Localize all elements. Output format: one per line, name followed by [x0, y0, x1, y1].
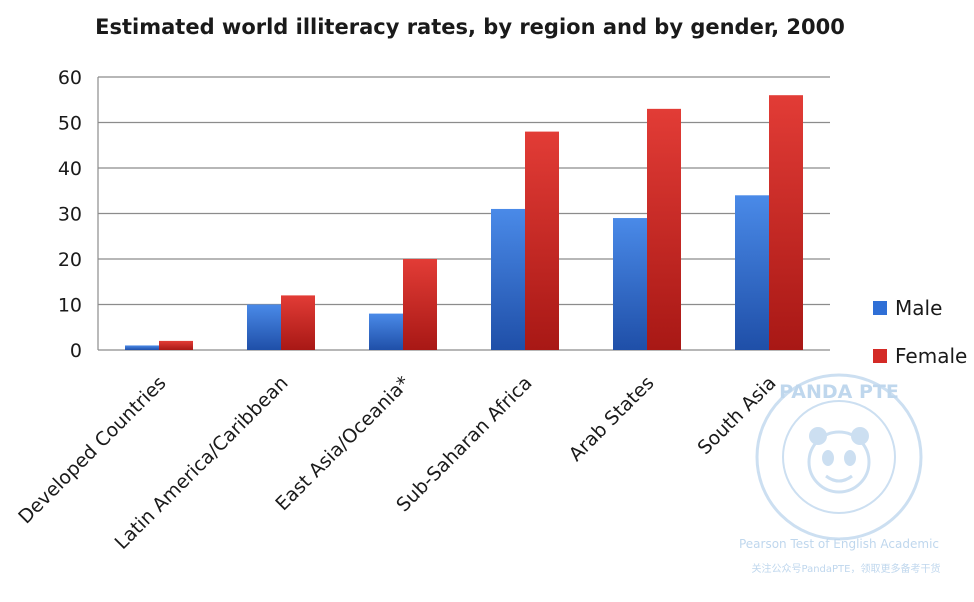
- bar-male-4: [613, 218, 647, 350]
- legend-swatch-male: [873, 301, 887, 315]
- x-tick-label: Sub-Saharan Africa: [392, 372, 536, 516]
- watermark-brand: PANDA PTE: [779, 381, 899, 403]
- legend-label-male: Male: [895, 296, 942, 320]
- bar-male-1: [247, 304, 281, 350]
- gridlines: [97, 76, 830, 351]
- bar-male-2: [369, 313, 403, 350]
- bars: [125, 95, 803, 350]
- bar-male-3: [491, 208, 525, 350]
- bar-female-0: [159, 340, 193, 350]
- bar-female-5: [769, 95, 803, 350]
- legend-swatch-female: [873, 349, 887, 363]
- bar-female-1: [281, 295, 315, 350]
- y-tick-label: 20: [58, 249, 82, 271]
- bar-female-2: [403, 259, 437, 350]
- y-axis: 0 10 20 30 40 50 60: [58, 67, 82, 362]
- chart-title: Estimated world illiteracy rates, by reg…: [95, 15, 845, 39]
- y-tick-label: 10: [58, 295, 82, 317]
- bar-female-3: [525, 131, 559, 350]
- bar-male-5: [735, 195, 769, 350]
- y-tick-label: 50: [58, 113, 82, 135]
- y-tick-label: 60: [58, 67, 82, 89]
- y-tick-label: 30: [58, 204, 82, 226]
- y-tick-label: 0: [70, 340, 82, 362]
- bar-female-4: [647, 108, 681, 350]
- watermark-stamp: PANDA PTE Pearson Test of English Academ…: [739, 373, 941, 575]
- legend-label-female: Female: [895, 344, 967, 368]
- panda-icon: [807, 430, 871, 494]
- x-tick-label: Arab States: [565, 372, 659, 466]
- x-tick-label: East Asia/Oceania*: [271, 372, 414, 515]
- bar-male-0: [125, 345, 159, 350]
- legend: Male Female: [873, 296, 967, 368]
- watermark-tagline: Pearson Test of English Academic: [739, 537, 939, 551]
- watermark-footer: 关注公众号PandaPTE，领取更多备考干货: [752, 562, 941, 575]
- y-tick-label: 40: [58, 158, 82, 180]
